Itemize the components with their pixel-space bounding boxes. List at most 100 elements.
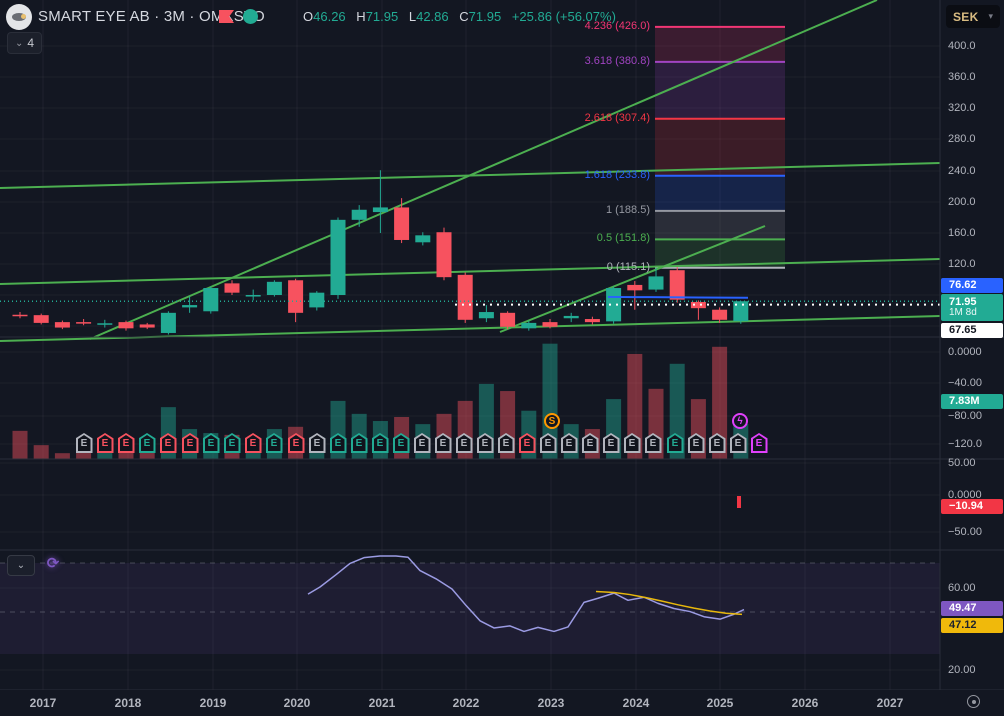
earnings-badge[interactable]: E xyxy=(750,433,768,453)
time-axis[interactable]: 2017 2018 2019 2020 2021 2022 2023 2024 2025 2026… xyxy=(0,690,1004,716)
earnings-badge-letter: E xyxy=(373,435,387,451)
earnings-badge[interactable]: E xyxy=(476,433,494,453)
earnings-badge[interactable]: E xyxy=(244,433,262,453)
fib-level-label: 1.618 (233.8) xyxy=(584,168,650,181)
earnings-badge-letter: E xyxy=(604,435,618,451)
indicator-loop-icon[interactable]: ⟳ xyxy=(44,554,62,572)
trendline[interactable] xyxy=(89,0,878,340)
earnings-badge[interactable]: E xyxy=(560,433,578,453)
price-axis-label: 50.00 xyxy=(948,457,976,469)
lightning-marker-icon[interactable]: ϟ xyxy=(732,413,748,429)
flag-icon[interactable] xyxy=(219,10,234,23)
earnings-badge[interactable]: E xyxy=(159,433,177,453)
price-axis-label: 240.0 xyxy=(948,165,976,177)
earnings-badge[interactable]: E xyxy=(434,433,452,453)
earnings-badge[interactable]: E xyxy=(181,433,199,453)
price-axis-label: 200.0 xyxy=(948,196,976,208)
time-axis-year-label: 2018 xyxy=(114,696,142,710)
earnings-badge[interactable]: E xyxy=(413,433,431,453)
rsi-line xyxy=(307,555,745,633)
earnings-badge[interactable]: E xyxy=(287,433,305,453)
earnings-badge[interactable]: E xyxy=(350,433,368,453)
time-axis-year-label: 2017 xyxy=(29,696,57,710)
chevron-down-icon: ⌄ xyxy=(16,560,26,571)
logo-eye-shape xyxy=(12,13,26,21)
earnings-badge[interactable]: E xyxy=(687,433,705,453)
earnings-badge[interactable]: E xyxy=(308,433,326,453)
split-marker-icon[interactable]: S xyxy=(544,413,560,429)
earnings-badge[interactable]: E xyxy=(202,433,220,453)
time-axis-year-label: 2019 xyxy=(199,696,227,710)
earnings-badge[interactable]: E xyxy=(581,433,599,453)
earnings-badge-letter: E xyxy=(161,435,175,451)
earnings-badge[interactable]: E xyxy=(455,433,473,453)
price-axis-value-box[interactable]: −10.94 xyxy=(941,498,1003,514)
time-axis-year-label: 2024 xyxy=(622,696,650,710)
currency-selector-button[interactable]: SEK ▾ xyxy=(946,5,1000,28)
candle-body xyxy=(500,312,516,327)
price-axis-value-box[interactable]: 49.47 xyxy=(941,600,1003,616)
price-axis-value-box[interactable]: 71.95 1M 8d xyxy=(941,293,1003,321)
price-axis-value-box[interactable]: 67.65 xyxy=(941,322,1003,338)
price-axis-value-box[interactable]: 76.62 xyxy=(941,277,1003,293)
time-axis-year-label: 2025 xyxy=(706,696,734,710)
fib-level-label: 0.5 (151.8) xyxy=(596,232,650,245)
lower-pane-collapse-button[interactable]: ⌄ xyxy=(7,555,35,576)
price-axis-value-box[interactable]: 7.83M xyxy=(941,393,1003,409)
earnings-badge[interactable]: E xyxy=(518,433,536,453)
earnings-badge[interactable]: E xyxy=(75,433,93,453)
axis-box-value: 76.62 xyxy=(949,279,977,291)
market-status-dot-icon[interactable] xyxy=(243,9,258,24)
earnings-badge[interactable]: E xyxy=(708,433,726,453)
earnings-badge[interactable]: E xyxy=(117,433,135,453)
price-axis-value-box[interactable]: 47.12 xyxy=(941,617,1003,633)
earnings-badge-letter: E xyxy=(77,435,91,451)
earnings-badge-letter: E xyxy=(183,435,197,451)
axis-box-value: −10.94 xyxy=(949,500,983,512)
earnings-badge[interactable]: E xyxy=(602,433,620,453)
earnings-badge[interactable]: E xyxy=(265,433,283,453)
earnings-badge-letter: E xyxy=(583,435,597,451)
earnings-badge[interactable]: E xyxy=(329,433,347,453)
earnings-badge[interactable]: E xyxy=(644,433,662,453)
trendline[interactable] xyxy=(499,225,766,333)
volume-bar xyxy=(54,453,70,459)
trendline[interactable] xyxy=(0,162,941,189)
volume-bar xyxy=(12,430,28,459)
earnings-badge[interactable]: E xyxy=(96,433,114,453)
earnings-badge[interactable]: E xyxy=(371,433,389,453)
axis-settings-icon[interactable] xyxy=(967,695,980,708)
candle-body xyxy=(627,284,643,291)
low-label: L xyxy=(408,9,417,24)
indicator-collapse-button[interactable]: ⌄ 4 xyxy=(7,32,43,54)
earnings-badge[interactable]: E xyxy=(497,433,515,453)
low-value: 42.86 xyxy=(416,9,449,24)
candle-body xyxy=(351,209,367,220)
symbol-title[interactable]: SMART EYE AB · 3M · OMXSTO xyxy=(38,8,265,25)
earnings-badge-letter: E xyxy=(267,435,281,451)
trendline[interactable] xyxy=(0,258,941,285)
candle-body xyxy=(712,309,728,320)
earnings-badge-letter: E xyxy=(478,435,492,451)
earnings-badge-letter: E xyxy=(625,435,639,451)
earnings-badge[interactable]: E xyxy=(539,433,557,453)
candle-body xyxy=(12,314,28,317)
price-axis-label: 360.0 xyxy=(948,71,976,83)
candle-body xyxy=(33,315,49,323)
price-axis-label: 20.00 xyxy=(948,664,976,676)
earnings-badge-letter: E xyxy=(562,435,576,451)
change-value: +25.86 (+56.07%) xyxy=(511,9,616,24)
earnings-badge[interactable]: E xyxy=(138,433,156,453)
earnings-badge[interactable]: E xyxy=(729,433,747,453)
price-axis-label: −80.00 xyxy=(948,410,982,422)
fib-band xyxy=(655,175,785,211)
candle-body xyxy=(160,312,176,333)
earnings-badge[interactable]: E xyxy=(623,433,641,453)
earnings-badge[interactable]: E xyxy=(223,433,241,453)
earnings-badge-letter: E xyxy=(289,435,303,451)
price-axis-label: 60.00 xyxy=(948,582,976,594)
price-axis-label: −120.0 xyxy=(948,438,982,450)
earnings-badge[interactable]: E xyxy=(666,433,684,453)
earnings-badge[interactable]: E xyxy=(392,433,410,453)
